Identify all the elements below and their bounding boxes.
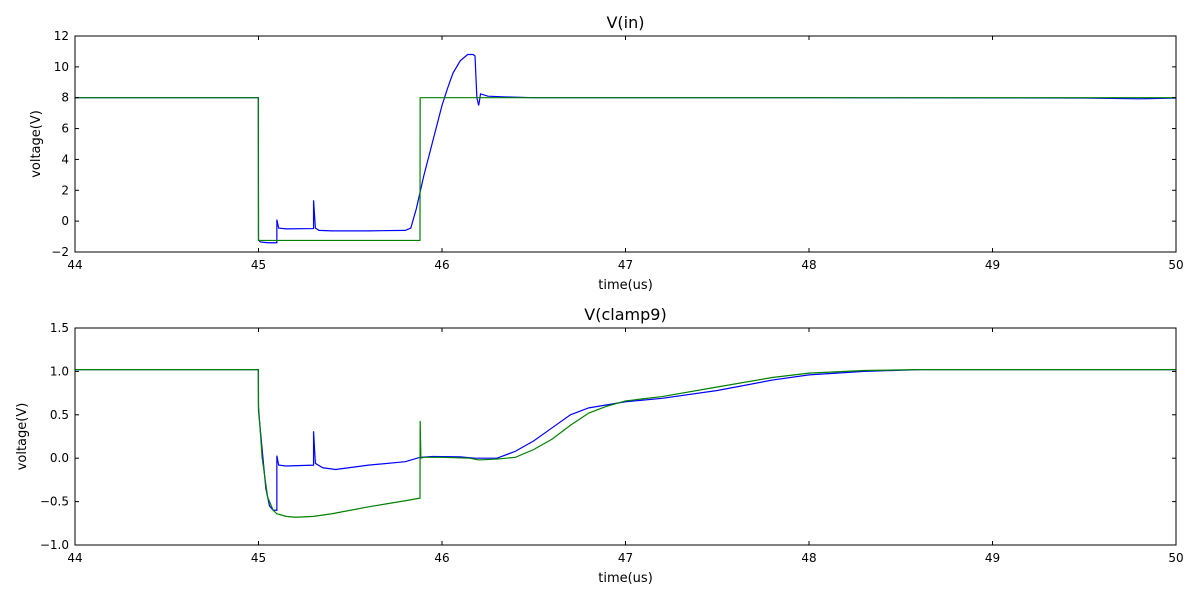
- y-tick-label: 2: [61, 183, 69, 197]
- chart-v-clamp9: 44 45 46 47 48 49 50 −1.0 −0.5 0.0 0.5 1.0 1.5 V(clam…: [15, 305, 1184, 586]
- y-tick-label: 10: [54, 60, 69, 74]
- y-tick-label: 12: [54, 29, 69, 43]
- chart-title: V(clamp9): [584, 305, 666, 324]
- chart-v-in: 44 45 46 47 48 49 50−2024681012V(in)time(us)vo…: [29, 13, 1184, 293]
- x-tick-label: 50: [1168, 551, 1183, 565]
- x-axis-label: time(us): [598, 571, 653, 586]
- y-tick-label: 1.0: [50, 364, 69, 378]
- y-tick-label: 1.5: [50, 321, 69, 335]
- x-tick-label: 45: [251, 551, 266, 565]
- series-line-1: [75, 53, 1176, 244]
- y-tick-label: −0.5: [40, 495, 69, 509]
- plot-frame: [74, 327, 1177, 546]
- plot-frame: [74, 35, 1177, 253]
- x-tick-label: 49: [985, 258, 1000, 272]
- x-tick-label: 50: [1168, 258, 1183, 272]
- y-axis-label: voltage(V): [15, 403, 30, 471]
- series-line-2: [75, 369, 1176, 518]
- x-tick-label: 47: [618, 551, 633, 565]
- x-tick-label: 44: [67, 258, 82, 272]
- x-axis-label: time(us): [598, 278, 653, 293]
- y-tick-label: −2: [51, 245, 69, 259]
- y-tick-label: 0: [61, 214, 69, 228]
- x-tick-label: 46: [434, 258, 449, 272]
- y-tick-label: 4: [61, 152, 69, 166]
- x-tick-label: 45: [251, 258, 266, 272]
- y-tick-label: 8: [61, 91, 69, 105]
- chart-title: V(in): [606, 13, 644, 32]
- y-axis-label: voltage(V): [29, 110, 44, 178]
- series-line-1: [75, 369, 1176, 511]
- x-tick-label: 48: [801, 258, 816, 272]
- x-tick-label: 46: [434, 551, 449, 565]
- y-tick-label: 0.0: [50, 451, 69, 465]
- x-tick-label: 44: [67, 551, 82, 565]
- x-tick-label: 47: [618, 258, 633, 272]
- y-tick-label: −1.0: [40, 538, 69, 552]
- y-tick-label: 0.5: [50, 408, 69, 422]
- x-tick-label: 49: [985, 551, 1000, 565]
- x-tick-label: 48: [801, 551, 816, 565]
- series-line-2: [75, 97, 1176, 242]
- y-tick-label: 6: [61, 122, 69, 136]
